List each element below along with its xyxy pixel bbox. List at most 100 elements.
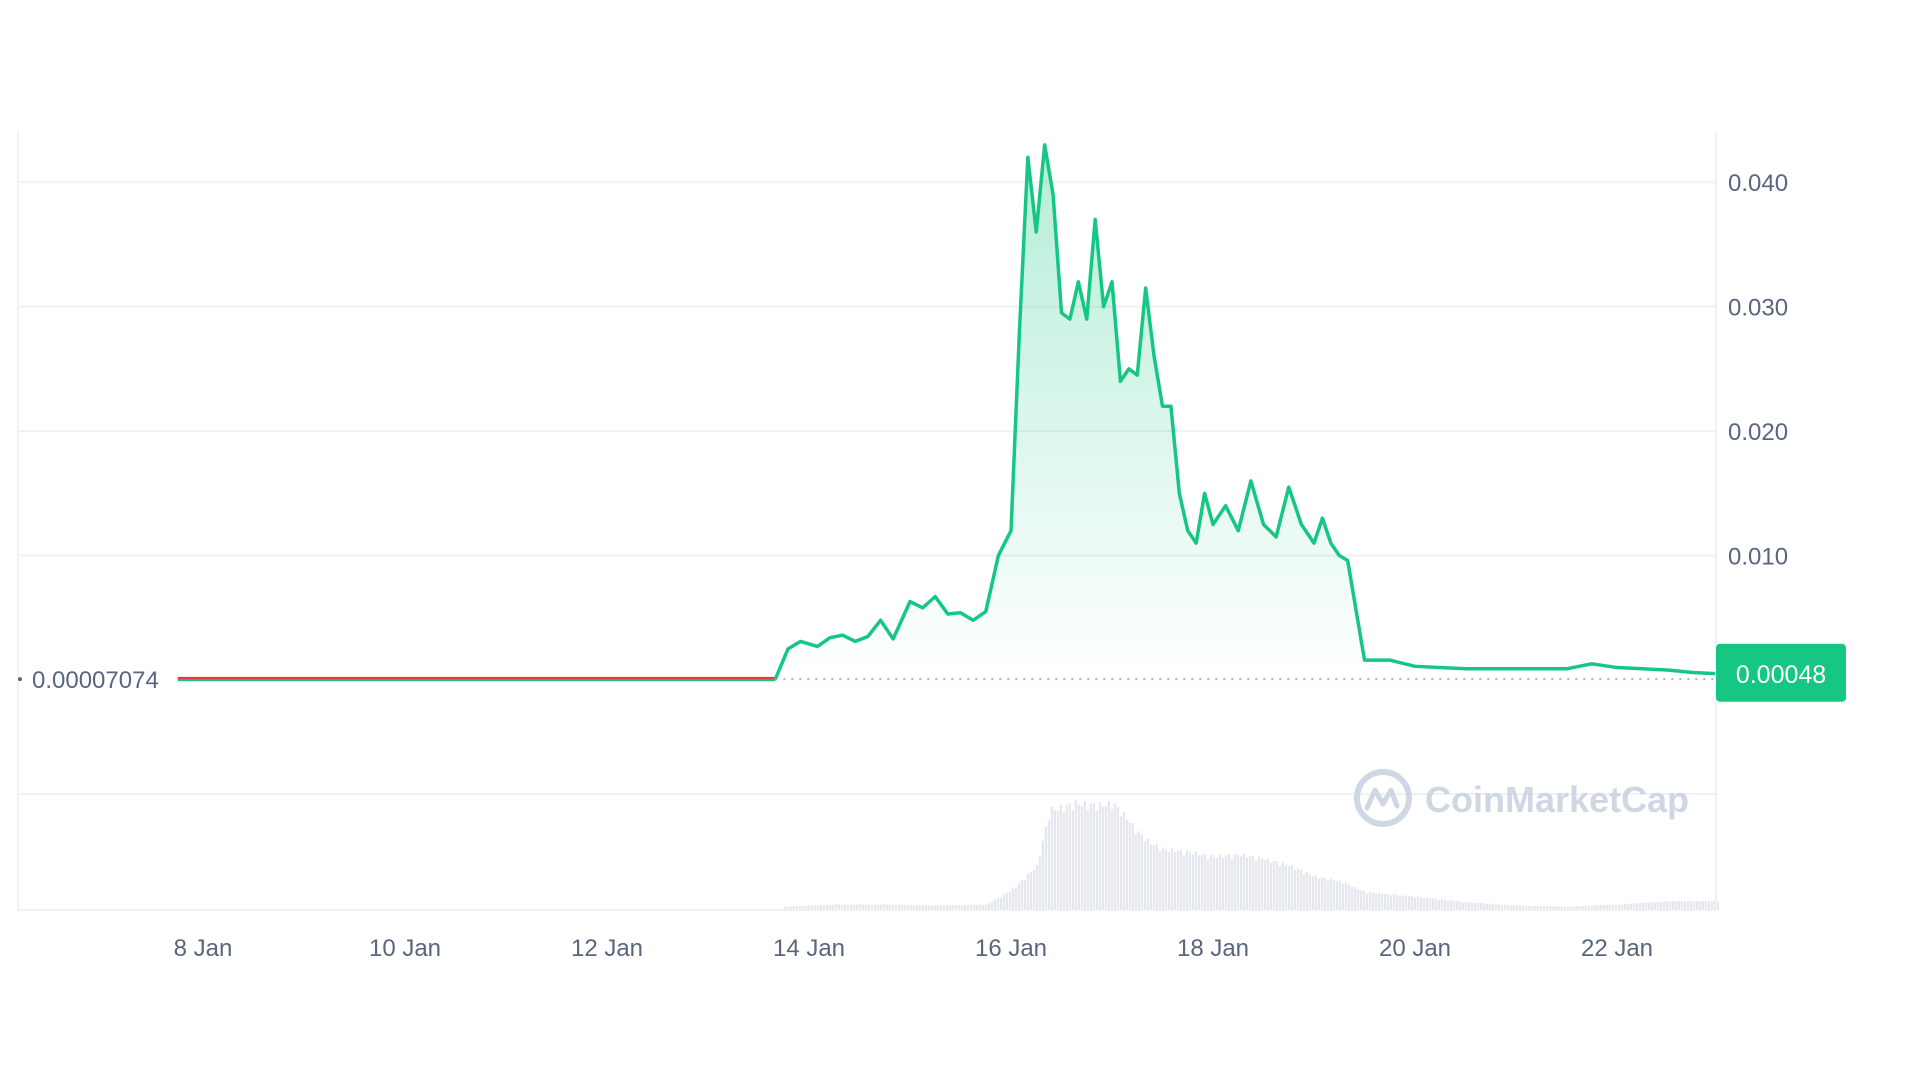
volume-bar	[1221, 857, 1224, 910]
volume-bar	[1440, 899, 1443, 910]
volume-bar	[1200, 854, 1203, 910]
volume-bar	[1521, 905, 1524, 910]
volume-bar	[1344, 883, 1347, 910]
volume-bar	[1548, 906, 1551, 910]
volume-bar	[1701, 901, 1704, 910]
volume-bar	[849, 904, 852, 910]
volume-bar	[1302, 873, 1305, 910]
volume-bar	[1170, 848, 1173, 910]
volume-bar	[1458, 901, 1461, 910]
volume-bar	[1629, 903, 1632, 910]
volume-bar	[1191, 854, 1194, 910]
volume-bar	[1116, 807, 1119, 910]
volume-bar	[1233, 853, 1236, 910]
volume-bar	[876, 904, 879, 910]
volume-bar	[1263, 860, 1266, 910]
volume-bar	[1368, 892, 1371, 910]
volume-bar	[1446, 900, 1449, 910]
volume-bar	[1437, 899, 1440, 910]
volume-bar	[1053, 809, 1056, 910]
volume-bar	[1188, 852, 1191, 910]
volume-bar	[1122, 811, 1125, 910]
volume-bar	[1581, 906, 1584, 910]
volume-bar	[858, 904, 861, 910]
volume-bar	[783, 906, 786, 910]
volume-bar	[795, 906, 798, 910]
volume-bar	[1341, 883, 1344, 910]
volume-bar	[1323, 877, 1326, 910]
volume-bar	[984, 904, 987, 910]
volume-bar	[897, 904, 900, 910]
volume-bar	[1419, 897, 1422, 910]
volume-bar	[1254, 860, 1257, 910]
volume-bar	[1656, 901, 1659, 910]
watermark-text: CoinMarketCap	[1425, 779, 1689, 820]
volume-bar	[945, 905, 948, 910]
volume-bar	[1041, 840, 1044, 910]
volume-bar	[1416, 896, 1419, 910]
volume-bar	[903, 905, 906, 910]
volume-bar	[1101, 806, 1104, 910]
volume-bar	[1650, 902, 1653, 910]
volume-bar	[1665, 901, 1668, 910]
volume-bar	[1338, 880, 1341, 910]
volume-bar	[1659, 901, 1662, 910]
volume-bar	[1398, 895, 1401, 910]
volume-bar	[786, 906, 789, 910]
volume-bar	[1377, 892, 1380, 910]
volume-bar	[1602, 905, 1605, 910]
volume-bar	[954, 905, 957, 910]
volume-bar	[1608, 904, 1611, 910]
volume-bar	[1155, 844, 1158, 910]
volume-bar	[1668, 901, 1671, 910]
volume-bar	[825, 904, 828, 910]
volume-bar	[996, 897, 999, 910]
volume-bar	[1287, 866, 1290, 910]
volume-bar	[1407, 896, 1410, 910]
volume-bar	[1488, 903, 1491, 910]
volume-bar	[1410, 895, 1413, 910]
volume-bar	[1083, 801, 1086, 910]
volume-bar	[1494, 904, 1497, 910]
volume-bar	[1269, 862, 1272, 910]
volume-bar	[1047, 820, 1050, 910]
volume-bar	[1131, 823, 1134, 910]
volume-bar	[1257, 856, 1260, 910]
volume-bar	[1272, 860, 1275, 910]
volume-bar	[1326, 880, 1329, 910]
volume-bar	[1014, 887, 1017, 910]
volume-bar	[831, 904, 834, 910]
volume-bar	[1569, 906, 1572, 910]
volume-bar	[1242, 853, 1245, 910]
volume-bar	[1062, 812, 1065, 910]
volume-bar	[1383, 894, 1386, 910]
volume-bar	[1431, 898, 1434, 910]
volume-bar	[1614, 904, 1617, 910]
volume-bar	[1623, 903, 1626, 910]
volume-bar	[1620, 904, 1623, 910]
x-tick-label: 12 Jan	[571, 935, 643, 962]
volume-bar	[1050, 806, 1053, 910]
volume-bar	[885, 904, 888, 910]
volume-bar	[1203, 853, 1206, 910]
volume-bar	[981, 904, 984, 910]
volume-bar	[948, 905, 951, 910]
volume-bar	[1557, 906, 1560, 910]
volume-bar	[1506, 904, 1509, 910]
volume-bar	[1404, 896, 1407, 910]
volume-bar	[1146, 838, 1149, 910]
volume-bar	[969, 904, 972, 910]
volume-bar	[1020, 879, 1023, 910]
volume-bar	[1635, 903, 1638, 910]
volume-bar	[1449, 900, 1452, 910]
volume-bar	[1332, 880, 1335, 910]
price-area-fill	[775, 144, 1718, 680]
volume-bar	[1248, 856, 1251, 910]
volume-bar	[789, 906, 792, 910]
price-area	[775, 144, 1718, 680]
volume-bar	[1374, 893, 1377, 910]
volume-bar	[1371, 892, 1374, 910]
x-tick-label: 16 Jan	[975, 935, 1047, 962]
volume-bar	[1599, 905, 1602, 910]
